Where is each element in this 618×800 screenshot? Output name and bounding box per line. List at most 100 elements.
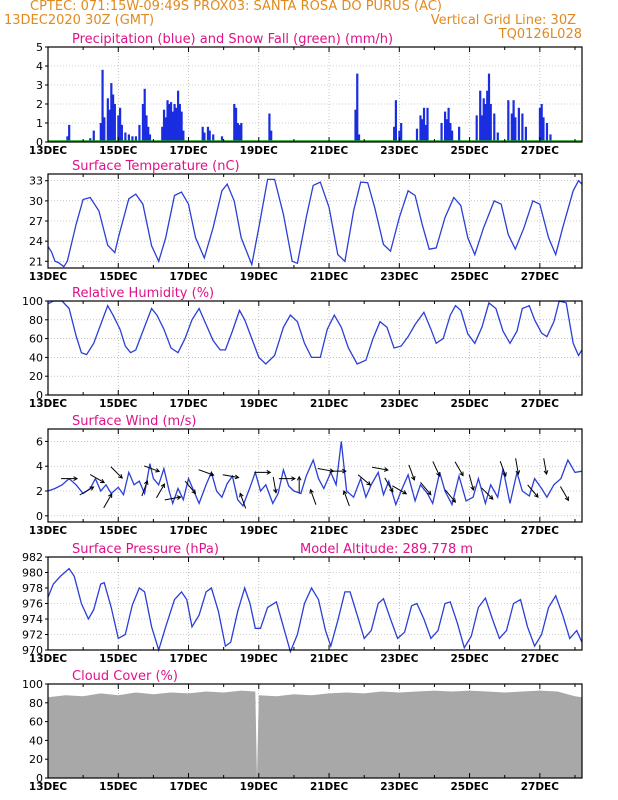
precip-bar (268, 113, 271, 142)
y-tick-label: 21 (29, 255, 43, 268)
y-tick-label: 0 (36, 389, 43, 402)
precip-bar (398, 130, 401, 142)
y-tick-label: 20 (29, 753, 43, 766)
precip-bar (110, 83, 113, 142)
wind-arrow-head (564, 496, 569, 502)
wind-arrow-head (534, 493, 539, 498)
precip-bar (106, 98, 109, 142)
precip-bar (208, 130, 211, 142)
precip-bar (415, 128, 419, 142)
x-tick-label: 15DEC (99, 398, 138, 410)
wind-arrow-head (451, 498, 457, 503)
precip-bar (111, 94, 115, 142)
precip-bar (145, 115, 148, 142)
precip-bar (92, 130, 95, 142)
wind-arrow (343, 490, 350, 507)
series-line (47, 441, 583, 508)
header-date: 13DEC2020 30Z (GMT) (4, 13, 155, 28)
precip-bar (66, 136, 69, 142)
panel-title: Surface Temperature (nC) (72, 159, 240, 174)
x-tick-label: 13DEC (29, 781, 68, 793)
wind-arrow-head (470, 486, 475, 492)
wind-arrow-head (411, 475, 416, 481)
x-tick-label: 21DEC (310, 653, 349, 665)
wind-arrow (310, 489, 317, 505)
panel-0: 0 1 2 3 4 5 13DEC 15DEC 17DEC 19DEC 21DEC 23DEC 25DE… (29, 32, 583, 157)
precip-bar (148, 134, 152, 142)
y-tick-label: 40 (29, 351, 43, 364)
y-tick-label: 4 (36, 460, 43, 473)
precip-bar (475, 115, 478, 142)
precip-bar (169, 102, 173, 142)
precip-bar (512, 100, 515, 142)
wind-arrow (543, 458, 547, 475)
wind-arrow-head (273, 488, 278, 494)
precip-bar (496, 132, 499, 142)
x-tick-label: 23DEC (380, 271, 419, 283)
wind-arrow-head (155, 468, 161, 473)
y-tick-label: 30 (29, 195, 43, 208)
precip-bar (175, 107, 178, 142)
x-tick-label: 13DEC (29, 398, 68, 410)
precip-bar (161, 126, 164, 142)
model-altitude: Model Altitude: 289.778 m (300, 542, 473, 557)
x-tick-label: 25DEC (450, 781, 489, 793)
precip-bar (166, 100, 169, 142)
precip-bar (445, 119, 448, 142)
precip-bar (134, 136, 138, 142)
precip-bar (487, 73, 491, 142)
x-tick-label: 19DEC (240, 398, 279, 410)
y-tick-label: 5 (36, 41, 43, 54)
x-tick-label: 23DEC (380, 525, 419, 537)
wind-arrow-head (366, 481, 372, 486)
precip-bar (173, 104, 176, 142)
x-tick-label: 21DEC (310, 525, 349, 537)
precip-bar (99, 123, 102, 142)
x-tick-label: 27DEC (521, 145, 560, 157)
precip-bar (524, 126, 527, 142)
precip-bar (89, 138, 92, 142)
wind-arrow-head (239, 492, 244, 498)
y-tick-label: 80 (29, 314, 43, 327)
wind-arrow-head (118, 474, 123, 479)
x-tick-label: 17DEC (169, 781, 208, 793)
precip-bar (141, 104, 145, 142)
precip-bar (540, 104, 543, 142)
precip-bar (131, 136, 134, 142)
precip-bar (549, 134, 552, 142)
x-tick-label: 15DEC (99, 653, 138, 665)
y-tick-label: 60 (29, 716, 43, 729)
precip-bar (171, 111, 174, 142)
x-tick-label: 17DEC (169, 271, 208, 283)
y-tick-label: 982 (22, 551, 43, 564)
wind-arrow-head (515, 470, 521, 476)
x-tick-label: 23DEC (380, 781, 419, 793)
y-tick-label: 4 (36, 60, 43, 73)
x-tick-label: 27DEC (521, 781, 560, 793)
wind-arrow (372, 466, 388, 471)
x-tick-label: 25DEC (450, 525, 489, 537)
wind-arrow-head (389, 487, 394, 493)
precip-bar (521, 113, 524, 142)
wind-arrow-head (342, 468, 347, 474)
panel-3: 0 2 4 6 13DEC 15DEC 17DEC 19DEC 21DEC 23DEC 25DEC 2… (29, 414, 583, 537)
x-tick-label: 15DEC (99, 525, 138, 537)
precip-bar (354, 109, 357, 142)
precip-bar (240, 123, 243, 142)
wind-arrow (454, 461, 464, 476)
wind-arrow (184, 480, 196, 494)
precip-bar (108, 109, 111, 142)
x-tick-label: 13DEC (29, 271, 68, 283)
wind-arrow (444, 489, 456, 503)
x-tick-label: 13DEC (29, 525, 68, 537)
x-tick-label: 27DEC (521, 398, 560, 410)
y-tick-label: 2 (36, 485, 43, 498)
precip-bar (176, 90, 180, 142)
precip-bar (147, 126, 150, 142)
wind-arrow (198, 469, 214, 476)
precip-bar (270, 130, 273, 142)
precip-bar (117, 115, 120, 142)
precip-bar (113, 104, 116, 142)
precip-bar (507, 100, 510, 142)
